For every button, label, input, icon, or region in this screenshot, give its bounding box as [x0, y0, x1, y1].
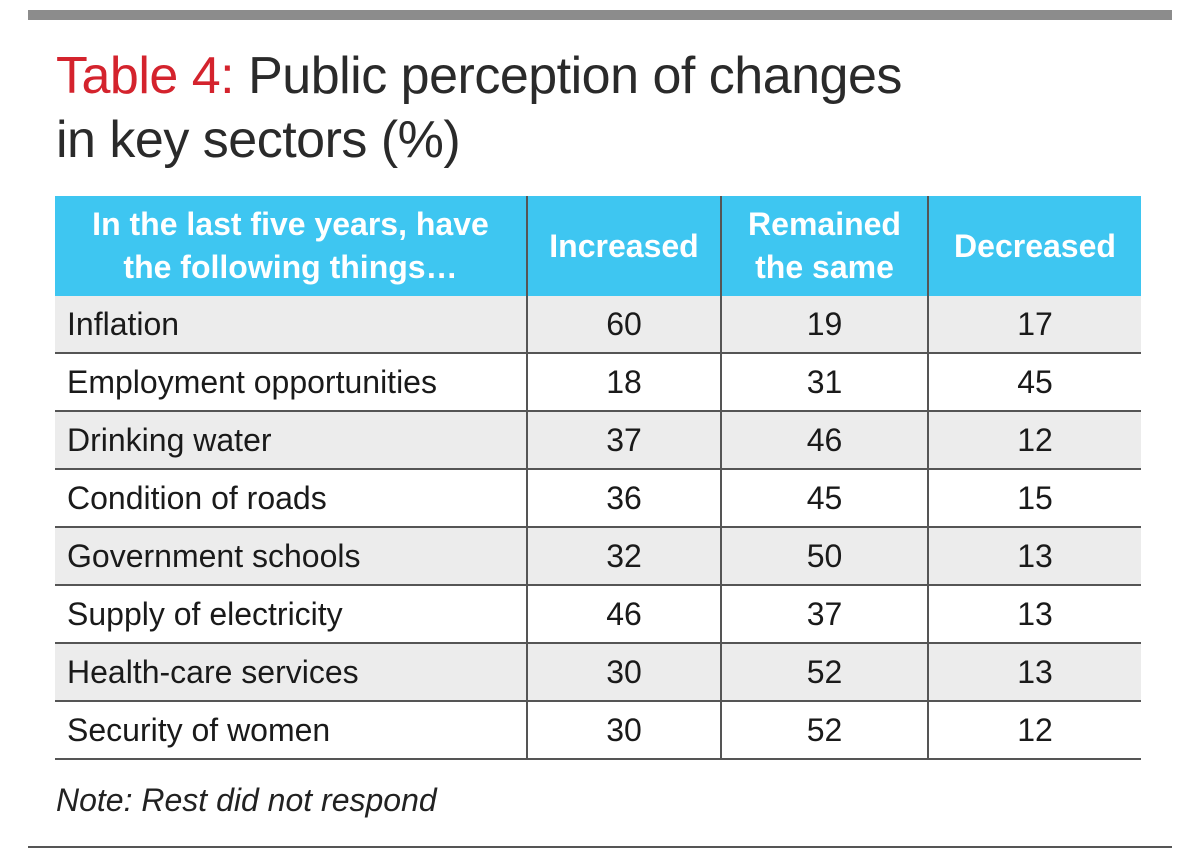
row-label: Government schools	[55, 527, 527, 586]
header-remained-same: Remained the same	[720, 196, 928, 296]
header-increased: Increased	[526, 196, 721, 296]
table-title-prefix: Table 4:	[56, 47, 235, 105]
cell-increased: 30	[526, 643, 721, 702]
table-title: Table 4: Public perception of changes in…	[56, 44, 1156, 172]
cell-remained-same: 19	[720, 296, 928, 354]
table-row: Condition of roads 36 45 15	[55, 469, 1141, 528]
cell-decreased: 12	[927, 701, 1141, 760]
header-row: In the last five years, have the followi…	[55, 196, 1141, 296]
table-row: Supply of electricity 46 37 13	[55, 585, 1141, 644]
row-label: Inflation	[55, 296, 527, 354]
bottom-rule	[28, 846, 1172, 848]
row-label: Drinking water	[55, 411, 527, 470]
cell-increased: 30	[526, 701, 721, 760]
table-title-line2: in key sectors (%)	[56, 111, 461, 169]
cell-remained-same: 46	[720, 411, 928, 470]
table-row: Health-care services 30 52 13	[55, 643, 1141, 702]
table-note: Note: Rest did not respond	[56, 782, 437, 818]
row-label: Condition of roads	[55, 469, 527, 528]
cell-increased: 18	[526, 353, 721, 412]
perception-table: In the last five years, have the followi…	[55, 196, 1141, 760]
cell-remained-same: 31	[720, 353, 928, 412]
cell-decreased: 13	[927, 527, 1141, 586]
row-label: Security of women	[55, 701, 527, 760]
header-decreased: Decreased	[927, 196, 1141, 296]
cell-decreased: 13	[927, 643, 1141, 702]
cell-decreased: 45	[927, 353, 1141, 412]
row-label: Health-care services	[55, 643, 527, 702]
cell-remained-same: 52	[720, 701, 928, 760]
cell-increased: 37	[526, 411, 721, 470]
table-row: Drinking water 37 46 12	[55, 411, 1141, 470]
cell-increased: 46	[526, 585, 721, 644]
row-label: Employment opportunities	[55, 353, 527, 412]
cell-increased: 60	[526, 296, 721, 354]
cell-increased: 32	[526, 527, 721, 586]
cell-remained-same: 45	[720, 469, 928, 528]
row-label: Supply of electricity	[55, 585, 527, 644]
cell-decreased: 17	[927, 296, 1141, 354]
table-row: Government schools 32 50 13	[55, 527, 1141, 586]
top-rule	[28, 10, 1172, 20]
cell-remained-same: 50	[720, 527, 928, 586]
table-title-line1: Public perception of changes	[248, 47, 902, 105]
cell-decreased: 12	[927, 411, 1141, 470]
cell-remained-same: 37	[720, 585, 928, 644]
cell-decreased: 13	[927, 585, 1141, 644]
table-body: Inflation 60 19 17 Employment opportunities 1…	[55, 296, 1141, 760]
header-question: In the last five years, have the followi…	[55, 196, 527, 296]
table-row: Employment opportunities 18 31 45	[55, 353, 1141, 412]
cell-decreased: 15	[927, 469, 1141, 528]
cell-increased: 36	[526, 469, 721, 528]
table-row: Inflation 60 19 17	[55, 296, 1141, 354]
cell-remained-same: 52	[720, 643, 928, 702]
table-row: Security of women 30 52 12	[55, 701, 1141, 760]
